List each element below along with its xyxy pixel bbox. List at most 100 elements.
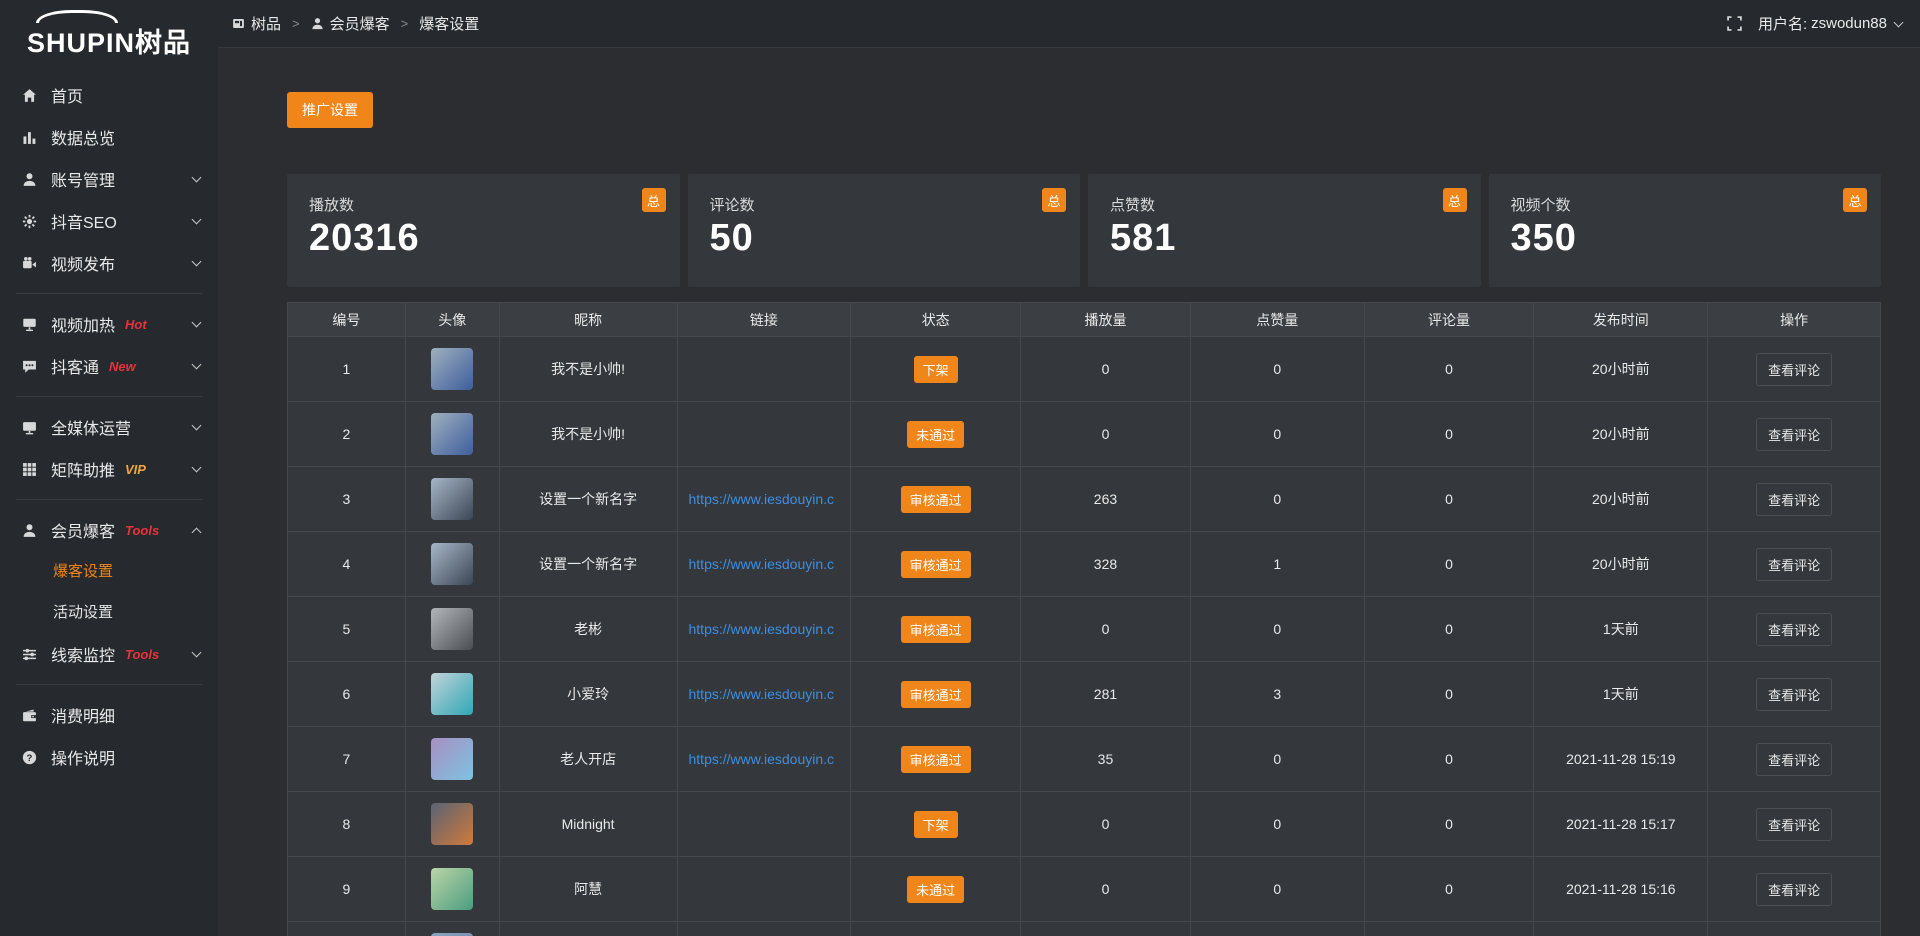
link-cell: https://www.iesdouyin.c [678, 467, 852, 531]
plays-cell: 0 [1021, 857, 1191, 921]
breadcrumb-item[interactable]: 会员爆客 [311, 13, 390, 34]
row-number-cell: 4 [288, 532, 406, 596]
stat-value: 50 [709, 217, 754, 259]
sidebar-item-gear[interactable]: 抖音SEO [0, 200, 218, 242]
sidebar-item-video[interactable]: 视频发布 [0, 242, 218, 284]
sidebar-item-label: 全媒体运营 [51, 421, 132, 438]
promo-settings-button[interactable]: 推广设置 [287, 92, 373, 128]
sliders-icon [22, 647, 37, 662]
sidebar-item-label: 操作说明 [51, 751, 116, 768]
view-comments-button[interactable]: 查看评论 [1756, 547, 1833, 581]
breadcrumb-label: 爆客设置 [419, 16, 480, 33]
status-cell: 未通过 [851, 857, 1022, 921]
comments-cell: 0 [1365, 402, 1535, 466]
sidebar-subitem[interactable]: 爆客设置 [53, 563, 114, 580]
likes-cell: 1 [1191, 532, 1365, 596]
nickname-cell [500, 922, 678, 936]
view-comments-button[interactable]: 查看评论 [1756, 417, 1833, 451]
video-link[interactable]: https://www.iesdouyin.c [688, 621, 835, 637]
sidebar-item-label: 消费明细 [51, 709, 116, 726]
sidebar-item-badge: Tools [125, 522, 160, 538]
status-cell: 审核通过 [851, 662, 1022, 726]
table-row: 2 我不是小帅! 未通过 0 0 0 20小时前 查看评论 [288, 401, 1880, 466]
table-header-row: 编号 头像 昵称 链接 状态 播放量 点赞量 评论量 发布时间 操作 [288, 303, 1880, 336]
view-comments-button[interactable]: 查看评论 [1756, 742, 1833, 776]
table-row: 8 Midnight 下架 0 0 0 2021-11-28 15:17 查看评论 [288, 791, 1880, 856]
avatar-cell [406, 922, 500, 936]
avatar [431, 933, 474, 936]
comments-cell: 0 [1365, 662, 1535, 726]
sidebar: SHUPIN树品 首页数据总览 账号管理抖音SEO 视频发布视频加热 Hot 抖客通 Ne… [0, 0, 218, 936]
likes-cell [1191, 922, 1365, 936]
sidebar-item-label: 抖客通 [51, 360, 100, 377]
video-link[interactable]: https://www.iesdouyin.c [688, 686, 835, 702]
table-row: 9 阿慧 未通过 0 0 0 2021-11-28 15:16 查看评论 [288, 856, 1880, 921]
sidebar-subitem[interactable]: 活动设置 [53, 604, 114, 621]
video-link[interactable]: https://www.iesdouyin.c [688, 751, 835, 767]
row-number-cell: 8 [288, 792, 406, 856]
view-comments-button[interactable]: 查看评论 [1756, 872, 1833, 906]
nickname-cell: 我不是小帅! [500, 337, 678, 401]
user-icon [311, 17, 324, 30]
sidebar-item-home[interactable]: 首页 [0, 74, 218, 116]
sidebar-item-chart[interactable]: 数据总览 [0, 116, 218, 158]
user-menu[interactable]: 用户名: zswodun88 [1758, 13, 1904, 34]
status-cell: 审核通过 [851, 727, 1022, 791]
nickname-cell: Midnight [500, 792, 678, 856]
brand-logo[interactable]: SHUPIN树品 [0, 10, 218, 60]
column-header: 点赞量 [1191, 303, 1365, 336]
stat-value: 581 [1110, 217, 1177, 259]
sidebar-item-label: 首页 [51, 89, 84, 106]
sidebar-item-label: 视频发布 [51, 257, 116, 274]
fullscreen-icon[interactable] [1727, 16, 1742, 31]
status-cell: 审核通过 [851, 597, 1022, 661]
avatar-cell [406, 337, 500, 401]
status-tag: 审核通过 [900, 550, 971, 578]
breadcrumb-item[interactable]: 树品 [232, 13, 281, 34]
plays-cell: 0 [1021, 597, 1191, 661]
comments-cell [1365, 922, 1535, 936]
sidebar-item-grid[interactable]: 矩阵助推 VIP [0, 448, 218, 490]
wallet-icon [22, 708, 37, 723]
avatar-cell [406, 727, 500, 791]
sidebar-item-sliders[interactable]: 线索监控 Tools [0, 633, 218, 675]
action-cell: 查看评论 [1708, 337, 1880, 401]
sidebar-item-chat[interactable]: 抖客通 New [0, 345, 218, 387]
link-cell [678, 922, 852, 936]
logo-text: SHUPIN树品 [27, 21, 191, 60]
sidebar-item-question[interactable]: ? 操作说明 [0, 736, 218, 778]
avatar-cell [406, 597, 500, 661]
sidebar-item-user[interactable]: 账号管理 [0, 158, 218, 200]
action-cell: 查看评论 [1708, 532, 1880, 596]
table-row: 1 我不是小帅! 下架 0 0 0 20小时前 查看评论 [288, 336, 1880, 401]
view-comments-button[interactable]: 查看评论 [1756, 612, 1833, 646]
chevron-down-icon [191, 256, 202, 267]
link-cell [678, 337, 852, 401]
plays-cell: 0 [1021, 402, 1191, 466]
column-header: 播放量 [1021, 303, 1191, 336]
sidebar-item-wallet[interactable]: 消费明细 [0, 694, 218, 736]
avatar [431, 478, 474, 520]
video-link[interactable]: https://www.iesdouyin.c [688, 491, 835, 507]
view-comments-button[interactable]: 查看评论 [1756, 352, 1833, 386]
breadcrumb-item[interactable]: 爆客设置 [419, 13, 479, 34]
view-comments-button[interactable]: 查看评论 [1756, 482, 1833, 516]
chevron-down-icon [1893, 17, 1904, 27]
stat-card: 播放数 20316 总 [287, 174, 680, 287]
sidebar-item-member[interactable]: 会员爆客 Tools [0, 509, 218, 551]
table-row: 3 设置一个新名字 https://www.iesdouyin.c 审核通过 263 0 0… [288, 466, 1880, 531]
video-link[interactable]: https://www.iesdouyin.c [688, 556, 835, 572]
view-comments-button[interactable]: 查看评论 [1756, 807, 1833, 841]
sidebar-item-label: 线索监控 [51, 648, 116, 665]
comments-cell: 0 [1365, 337, 1535, 401]
sidebar-item-monitor[interactable]: 全媒体运营 [0, 406, 218, 448]
nickname-cell: 我不是小帅! [500, 402, 678, 466]
avatar-cell [406, 467, 500, 531]
stat-card: 点赞数 581 总 [1088, 174, 1481, 287]
view-comments-button[interactable]: 查看评论 [1756, 677, 1833, 711]
nickname-cell: 设置一个新名字 [500, 532, 678, 596]
sidebar-item-label: 抖音SEO [51, 215, 117, 232]
avatar [431, 608, 474, 650]
sidebar-item-heat[interactable]: 视频加热 Hot [0, 303, 218, 345]
